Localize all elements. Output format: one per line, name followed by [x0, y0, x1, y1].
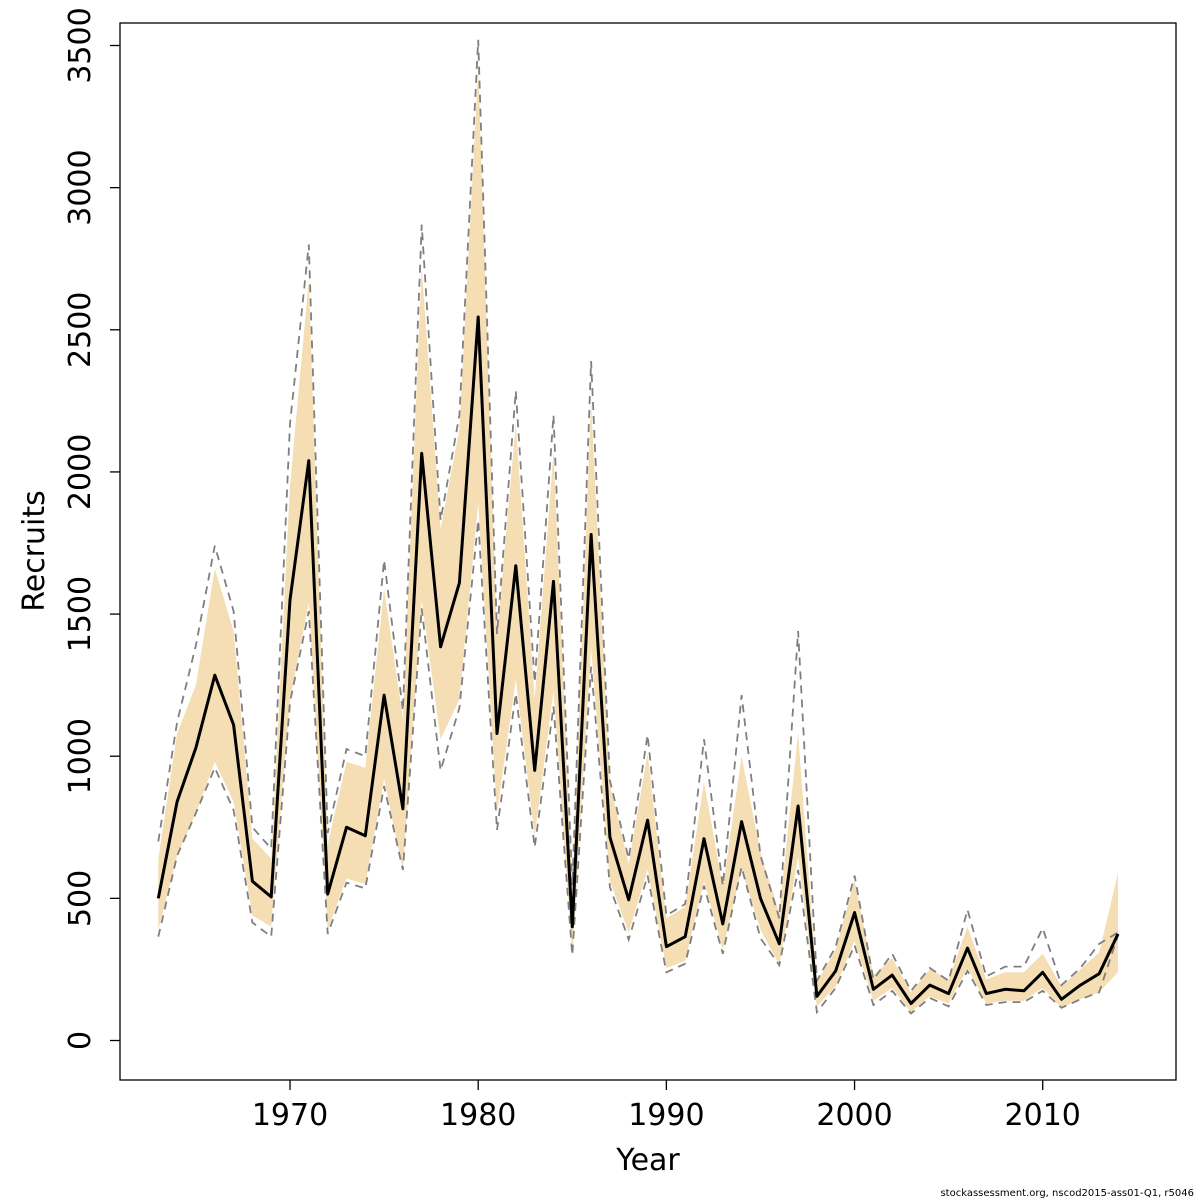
- x-axis: 1970 1980 1990 2000 2010: [252, 1080, 1081, 1133]
- dashed-upper-line: [157, 39, 1119, 993]
- estimate-line-layer: [156, 315, 1120, 1005]
- dashed-bounds-layer: [157, 39, 1119, 1015]
- x-tick-label: 2000: [816, 1098, 892, 1133]
- y-tick-label: 1000: [63, 718, 98, 794]
- y-tick-label: 2500: [63, 292, 98, 368]
- y-tick-label: 0: [63, 1031, 98, 1050]
- x-tick-label: 1990: [628, 1098, 704, 1133]
- y-tick-label: 1500: [63, 576, 98, 652]
- y-tick-label: 3000: [63, 149, 98, 225]
- plot-frame: [119, 22, 1177, 1081]
- y-tick-label: 3500: [63, 7, 98, 83]
- confidence-band-layer: [158, 68, 1119, 1013]
- x-tick-label: 2010: [1005, 1098, 1081, 1133]
- x-tick-label: 1970: [252, 1098, 328, 1133]
- x-axis-title: Year: [615, 1143, 680, 1178]
- footer-note: stockassessment.org, nscod2015-ass01-Q1,…: [940, 1188, 1194, 1199]
- y-tick-label: 2000: [63, 434, 98, 510]
- y-tick-label: 500: [63, 870, 98, 927]
- y-axis: 0 500 1000 1500 2000 2500 3000 3500: [63, 7, 120, 1050]
- confidence-band: [158, 68, 1119, 1013]
- x-tick-label: 1980: [440, 1098, 516, 1133]
- y-axis-title: Recruits: [17, 490, 52, 612]
- estimate-line: [156, 315, 1120, 1005]
